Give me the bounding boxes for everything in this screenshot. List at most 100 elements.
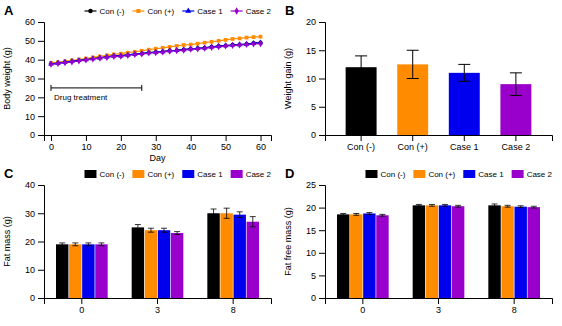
x-tick-mark: [362, 298, 363, 304]
panel-label: C: [4, 166, 14, 181]
legend-label: Con (-): [380, 170, 405, 179]
error-bar: [135, 225, 141, 231]
x-tick-label: 0: [49, 142, 54, 152]
x-tick-label: 0: [79, 305, 84, 315]
error-bar-part: [72, 242, 78, 243]
error-bar: [353, 213, 359, 215]
legend-swatch: [413, 170, 425, 178]
legend-label: Case 2: [246, 170, 272, 179]
marker: [182, 47, 186, 54]
y-tick-mark: [38, 60, 44, 61]
y-tick-mark: [319, 230, 325, 231]
error-bar-part: [510, 95, 522, 96]
figure: 01020304050600102030405060Drug treatment…: [0, 0, 562, 326]
x-tick-label: 8: [231, 305, 236, 315]
error-bar-part: [164, 228, 165, 232]
y-tick-label: 20: [25, 237, 35, 247]
y-tick-label: 20: [306, 203, 316, 213]
marker: [245, 36, 249, 40]
error-bar: [148, 228, 154, 232]
y-axis: 05101520: [306, 17, 326, 140]
error-bar: [442, 204, 448, 206]
x-tick-label: 3: [155, 305, 160, 315]
x-tick-label: Con (-): [347, 142, 375, 152]
error-bar: [366, 213, 372, 215]
panel: 010203040038Fat mass (g)CCon (-)Con (+)C…: [2, 166, 272, 315]
error-bar-part: [226, 208, 227, 218]
legend-swatch: [365, 170, 377, 178]
error-bar-part: [366, 214, 372, 215]
panel: 0510152025038Fat free mass (g)DCon (-)Co…: [283, 166, 553, 315]
x-tick-mark: [233, 298, 234, 304]
error-bar-part: [340, 213, 346, 214]
x-tick-mark: [51, 135, 52, 141]
error-bar: [211, 209, 217, 217]
legend-swatch: [182, 170, 194, 178]
x-tick-mark: [515, 135, 516, 141]
error-bar: [355, 56, 367, 79]
x-tick-label: 60: [256, 142, 266, 152]
marker: [203, 41, 207, 45]
error-bar-part: [407, 78, 419, 79]
x-axis-line: [326, 136, 553, 142]
error-bar: [505, 205, 511, 207]
error-bar-part: [494, 204, 495, 207]
legend-entry: Con (+): [132, 170, 174, 179]
marker: [168, 48, 172, 55]
x-tick-mark: [361, 135, 362, 141]
x-tick-mark: [121, 135, 122, 141]
error-bar-part: [458, 81, 470, 82]
error-bar: [59, 243, 65, 246]
legend: Con (-)Con (+)Case 1Case 2: [84, 7, 271, 16]
x-tick-mark: [514, 298, 515, 304]
x-tick-label: Con (+): [398, 142, 428, 152]
error-bar-part: [412, 50, 413, 78]
y-tick-label: 30: [25, 209, 35, 219]
error-bar-part: [531, 208, 537, 209]
error-bar: [455, 205, 461, 207]
series-line: [51, 44, 261, 65]
x-axis-line: [45, 299, 272, 305]
error-bar: [237, 212, 243, 218]
error-bar-part: [59, 242, 65, 243]
marker: [210, 44, 214, 51]
bar: [363, 213, 375, 298]
error-bar-part: [379, 214, 385, 215]
x-tick-mark: [191, 135, 192, 141]
error-bar-part: [510, 72, 522, 73]
error-bar-part: [88, 243, 89, 246]
x-tick: 50: [221, 135, 231, 152]
legend-swatch: [185, 7, 191, 12]
y-tick-label: 15: [306, 46, 316, 56]
x-tick: 3: [155, 298, 160, 315]
x-tick: 10: [81, 135, 91, 152]
error-bar-part: [455, 207, 461, 208]
error-bar-part: [455, 205, 461, 206]
error-bar: [429, 204, 435, 206]
bar: [413, 205, 425, 298]
marker: [217, 43, 221, 50]
legend-swatch: [234, 7, 238, 14]
legend-label: Con (+): [428, 170, 455, 179]
error-bar-part: [98, 242, 104, 243]
error-bar: [492, 204, 498, 207]
x-axis-label: Day: [149, 153, 166, 163]
marker: [175, 47, 179, 54]
bracket-end: [50, 85, 51, 91]
y-axis: 0102030405060: [25, 17, 45, 140]
marker: [49, 61, 53, 68]
bar: [158, 230, 170, 298]
error-bar-part: [464, 64, 465, 81]
x-axis: Con (-)Con (+)Case 1Case 2: [326, 135, 553, 152]
x-tick: 3: [436, 298, 441, 315]
y-tick: 0: [30, 130, 44, 140]
x-tick: 60: [256, 135, 266, 152]
bar: [56, 244, 68, 298]
bar: [337, 214, 349, 298]
error-bar-part: [98, 245, 104, 246]
error-bar-part: [62, 243, 63, 246]
y-tick-mark: [319, 275, 325, 276]
x-tick-label: 3: [436, 305, 441, 315]
y-tick-label: 40: [25, 180, 35, 190]
marker: [252, 41, 256, 48]
